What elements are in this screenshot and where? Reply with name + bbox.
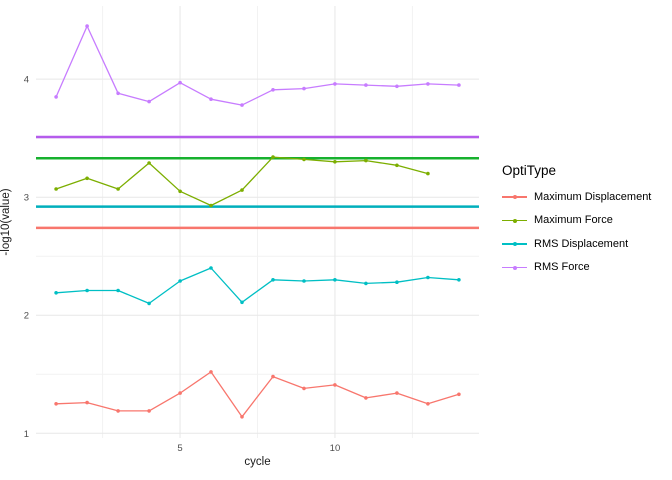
data-point <box>147 409 151 413</box>
data-point <box>302 279 306 283</box>
data-point <box>395 163 399 168</box>
legend-key-icon <box>502 260 527 275</box>
legend-item-label: Maximum Force <box>534 214 613 227</box>
legend-item-rms-displacement: RMS Displacement <box>502 232 651 256</box>
data-point <box>116 187 120 191</box>
data-point <box>457 83 461 87</box>
data-point <box>271 278 275 282</box>
data-point <box>54 95 58 99</box>
data-point <box>85 400 89 405</box>
data-point <box>240 103 244 107</box>
legend-item-label: Maximum Displacement <box>534 190 652 203</box>
data-point <box>240 300 244 305</box>
legend-title: OptiType <box>502 163 557 178</box>
data-point <box>271 374 275 379</box>
y-axis-title: -log10(value) <box>0 188 12 256</box>
data-point <box>178 189 182 194</box>
y-tick-label: 1 <box>24 429 29 440</box>
data-point <box>333 82 337 86</box>
legend-key-point <box>512 242 517 247</box>
x-tick-label: 10 <box>330 443 341 454</box>
data-point <box>457 278 461 282</box>
data-point <box>302 386 306 391</box>
data-point <box>426 275 430 280</box>
data-point <box>147 301 151 306</box>
data-point <box>395 280 399 285</box>
legend-key-icon <box>502 189 527 204</box>
data-point <box>271 155 275 159</box>
data-point <box>333 278 337 282</box>
data-point <box>333 160 337 164</box>
data-point <box>457 392 461 397</box>
data-point <box>426 402 430 406</box>
legend-item-rms-force: RMS Force <box>502 256 651 280</box>
data-point <box>54 291 58 295</box>
legend-key-icon <box>502 213 527 228</box>
data-point <box>116 288 120 293</box>
data-point <box>178 279 182 283</box>
legend-key-icon <box>502 236 527 251</box>
y-tick-label: 4 <box>24 75 29 86</box>
series-line-rms-force <box>55 25 460 106</box>
data-point <box>54 402 58 406</box>
data-point <box>240 188 244 192</box>
data-point <box>240 415 244 419</box>
data-point <box>209 370 213 374</box>
legend: OptiType Maximum Displacement Maximum For… <box>502 163 651 279</box>
series-line-maximum-force <box>55 156 429 207</box>
data-point <box>178 391 182 395</box>
series-line-maximum-displacement <box>55 371 460 418</box>
data-point <box>302 157 306 162</box>
data-point <box>54 187 58 191</box>
data-point <box>426 82 430 86</box>
data-point <box>209 266 213 270</box>
legend-key-point <box>512 195 517 200</box>
legend-items: Maximum Displacement Maximum Force RMS Dis… <box>502 185 651 279</box>
x-tick-label: 5 <box>177 443 182 454</box>
y-tick-label: 2 <box>24 311 29 322</box>
legend-item-label: RMS Displacement <box>534 237 629 250</box>
y-tick-label: 3 <box>24 193 29 204</box>
data-point <box>116 91 120 96</box>
data-point <box>85 288 89 293</box>
legend-item-label: RMS Force <box>534 261 590 274</box>
data-point <box>147 161 151 165</box>
data-point <box>209 97 213 101</box>
data-point <box>209 203 213 208</box>
data-point <box>147 99 151 104</box>
data-point <box>85 24 89 28</box>
data-point <box>178 80 182 85</box>
data-point <box>364 83 368 87</box>
legend-item-maximum-force: Maximum Force <box>502 209 651 233</box>
data-point <box>271 88 275 92</box>
data-point <box>364 396 368 400</box>
data-point <box>333 383 337 387</box>
legend-key-point <box>512 218 517 223</box>
legend-key-point <box>512 265 517 270</box>
data-point <box>364 281 368 286</box>
data-point <box>85 176 89 181</box>
data-point <box>395 84 399 89</box>
x-axis-title: cycle <box>244 456 271 468</box>
data-point <box>426 171 430 176</box>
data-point <box>364 158 368 163</box>
series-line-rms-displacement <box>55 267 460 305</box>
data-point <box>395 391 399 395</box>
data-point <box>116 409 120 413</box>
legend-item-maximum-displacement: Maximum Displacement <box>502 185 651 209</box>
data-point <box>302 86 306 91</box>
